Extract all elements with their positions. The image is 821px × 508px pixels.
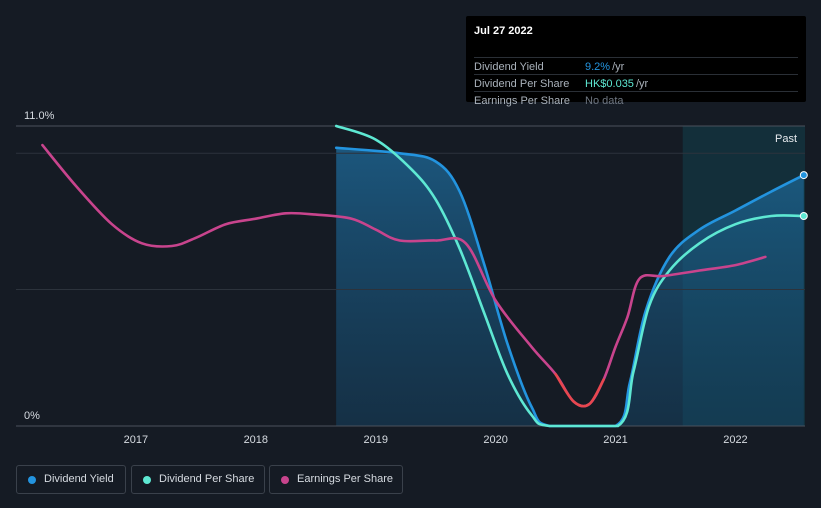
earnings-per-share-line (41, 143, 767, 408)
x-tick-label: 2020 (483, 434, 507, 446)
dividend-per-share-end-point (799, 212, 808, 220)
y-tick-label: 0% (24, 410, 40, 422)
legend-item-dividend-yield[interactable]: Dividend Yield (16, 465, 126, 494)
past-label: Past (775, 133, 797, 145)
tooltip-value: No data (585, 95, 626, 107)
legend-label: Earnings Per Share (297, 473, 393, 485)
tooltip-row-earnings-per-share: Earnings Per Share No data (474, 91, 798, 109)
tooltip-label: Dividend Per Share (474, 78, 570, 90)
tooltip-value-number: 9.2% (585, 61, 611, 73)
x-tick-label: 2022 (723, 434, 747, 446)
tooltip-value: HK$0.035/yr (585, 78, 648, 90)
legend-dot-icon (281, 476, 289, 484)
x-tick-label: 2021 (603, 434, 627, 446)
y-tick-label: 11.0% (24, 110, 55, 122)
tooltip-value-number: No data (585, 95, 624, 107)
tooltip-row-dividend-yield: Dividend Yield 9.2%/yr (474, 57, 798, 75)
tooltip-date: Jul 27 2022 (474, 25, 533, 37)
dividend-yield-end-point (799, 171, 808, 180)
legend-label: Dividend Per Share (159, 473, 255, 485)
tooltip-value-number: HK$0.035 (585, 78, 634, 90)
chart-tooltip: Jul 27 2022 Dividend Yield 9.2%/yr Divid… (466, 16, 806, 107)
legend-item-earnings-per-share[interactable]: Earnings Per Share (269, 465, 403, 494)
x-tick-label: 2018 (244, 434, 268, 446)
x-tick-label: 2017 (124, 434, 148, 446)
dividend-per-share-line (334, 124, 806, 428)
tooltip-label: Dividend Yield (474, 61, 544, 73)
legend-dot-icon (143, 476, 151, 484)
tooltip-row-dividend-per-share: Dividend Per Share HK$0.035/yr (474, 74, 798, 92)
legend-item-dividend-per-share[interactable]: Dividend Per Share (131, 465, 265, 494)
earnings-per-share-decline-segment (554, 372, 605, 408)
tooltip-unit: /yr (612, 61, 625, 73)
dividend-yield-area (336, 147, 804, 427)
tooltip-unit: /yr (635, 78, 649, 90)
x-tick-label: 2019 (363, 434, 387, 446)
tooltip-label: Earnings Per Share (474, 95, 570, 107)
legend-label: Dividend Yield (44, 473, 114, 485)
tooltip-value: 9.2%/yr (585, 61, 624, 73)
legend-dot-icon (28, 476, 36, 484)
